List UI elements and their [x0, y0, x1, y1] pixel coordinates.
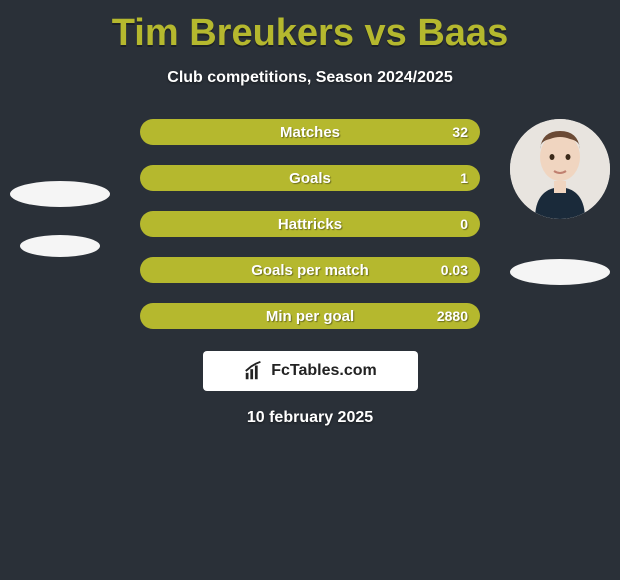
stat-bar: Goals 1: [140, 165, 480, 191]
page-title: Tim Breukers vs Baas: [0, 0, 620, 55]
left-player-side: [5, 119, 115, 257]
stat-label: Hattricks: [278, 216, 342, 233]
stat-label: Matches: [280, 124, 340, 141]
right-player-side: [505, 119, 615, 285]
stat-value-right: 0.03: [441, 262, 468, 278]
stat-bar: Goals per match 0.03: [140, 257, 480, 283]
right-avatar: [510, 119, 610, 219]
attribution-badge[interactable]: FcTables.com: [203, 351, 418, 391]
stat-bars: Matches 32 Goals 1 Hattricks 0 Goals per…: [140, 119, 480, 329]
stat-value-right: 32: [452, 124, 468, 140]
stat-value-right: 2880: [437, 308, 468, 324]
left-avatar-placeholder: [10, 115, 110, 165]
attribution-text: FcTables.com: [271, 362, 377, 380]
date-text: 10 february 2025: [0, 409, 620, 427]
left-name-pill-2: [20, 235, 100, 257]
stat-bar: Min per goal 2880: [140, 303, 480, 329]
chart-icon: [243, 360, 265, 382]
comparison-main: Matches 32 Goals 1 Hattricks 0 Goals per…: [0, 119, 620, 329]
stat-label: Goals per match: [251, 262, 369, 279]
left-name-pill: [10, 181, 110, 207]
stat-value-right: 1: [460, 170, 468, 186]
subtitle: Club competitions, Season 2024/2025: [0, 69, 620, 87]
stat-bar: Matches 32: [140, 119, 480, 145]
stat-label: Goals: [289, 170, 331, 187]
stat-bar: Hattricks 0: [140, 211, 480, 237]
stat-value-right: 0: [460, 216, 468, 232]
stat-label: Min per goal: [266, 308, 354, 325]
person-icon: [510, 119, 610, 219]
right-name-pill: [510, 259, 610, 285]
